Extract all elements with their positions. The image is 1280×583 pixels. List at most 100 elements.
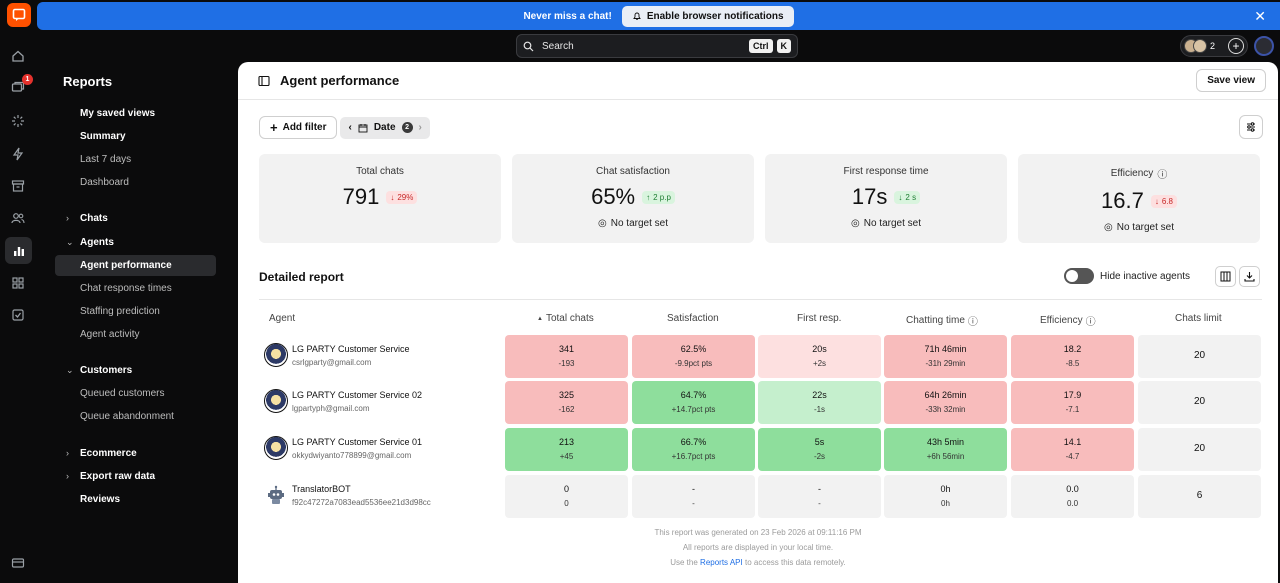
table-row[interactable]: LG PARTY Customer Service csrlgparty@gmai… bbox=[264, 343, 410, 367]
chats-icon[interactable]: 1 bbox=[9, 74, 33, 97]
sidebar-item-queue-abandonment[interactable]: Queue abandonment bbox=[80, 411, 174, 422]
cell-satisfaction: 64.7% +14.7pct pts bbox=[632, 381, 755, 424]
column-header-chatting-time[interactable]: Chatting time ⓘ bbox=[906, 315, 978, 328]
agent-email: csrlgparty@gmail.com bbox=[292, 357, 372, 367]
sidebar-item-staffing-prediction[interactable]: Staffing prediction bbox=[80, 306, 160, 317]
kpi-card-chat-satisfaction[interactable]: Chat satisfaction 65% ↑ 2 p.p ◎ No target … bbox=[512, 154, 754, 243]
hide-inactive-toggle[interactable]: Hide inactive agents bbox=[1064, 268, 1190, 284]
sidebar-item-customers[interactable]: Customers bbox=[80, 365, 133, 376]
agent-email: lgpartyph@gmail.com bbox=[292, 403, 370, 413]
toggle-switch[interactable] bbox=[1064, 268, 1094, 284]
settings-sliders-icon[interactable] bbox=[1239, 115, 1263, 139]
column-header-total-chats[interactable]: ▲ Total chats bbox=[537, 313, 594, 324]
info-icon[interactable]: ⓘ bbox=[1085, 317, 1096, 328]
close-icon[interactable]: ✕ bbox=[1254, 8, 1266, 24]
enable-notifications-button[interactable]: Enable browser notifications bbox=[621, 5, 794, 27]
table-row[interactable]: LG PARTY Customer Service 02 lgpartyph@gm… bbox=[264, 389, 422, 413]
sidebar-item-queued-customers[interactable]: Queued customers bbox=[80, 388, 165, 399]
plus-icon: + bbox=[270, 119, 278, 135]
cell-chatting-time: 71h 46min -31h 29min bbox=[884, 335, 1007, 378]
sidebar-item-agent-performance[interactable]: Agent performance bbox=[55, 255, 216, 276]
reports-sidebar: Reports My saved views Summary Last 7 da… bbox=[37, 62, 237, 583]
sidebar-item-agents[interactable]: Agents bbox=[80, 237, 114, 248]
column-header-chats-limit[interactable]: Chats limit bbox=[1175, 313, 1222, 324]
sidebar-toggle-icon[interactable] bbox=[258, 75, 270, 87]
chevron-left-icon[interactable]: ‹ bbox=[348, 122, 352, 133]
local-time-note: All reports are displayed in your local … bbox=[682, 543, 834, 552]
reports-icon[interactable] bbox=[5, 237, 32, 264]
column-header-efficiency[interactable]: Efficiency ⓘ bbox=[1040, 315, 1096, 328]
agent-email: f92c47272a7083ead5536ee21d3d98cc bbox=[292, 497, 431, 507]
search-input[interactable]: Search Ctrl K bbox=[516, 34, 798, 58]
kpi-delta: ↓ 29% bbox=[386, 190, 418, 204]
search-icon bbox=[523, 41, 534, 51]
add-icon[interactable]: + bbox=[1228, 38, 1244, 54]
date-filter[interactable]: ‹ Date 2 › bbox=[340, 116, 430, 139]
agent-name: TranslatorBOT bbox=[292, 483, 351, 494]
calendar-icon bbox=[358, 123, 368, 132]
sidebar-item-ecommerce[interactable]: Ecommerce bbox=[80, 448, 137, 459]
team-icon[interactable] bbox=[9, 209, 27, 227]
cell-satisfaction: 62.5% -9.9pct pts bbox=[632, 335, 755, 378]
sidebar-item-dashboard[interactable]: Dashboard bbox=[80, 177, 129, 188]
sort-icon: ▲ bbox=[537, 315, 543, 322]
column-header-satisfaction[interactable]: Satisfaction bbox=[667, 313, 719, 324]
sidebar-item-summary[interactable]: Summary bbox=[80, 131, 126, 142]
chevron-right-icon: › bbox=[66, 471, 69, 481]
chats-badge: 1 bbox=[22, 74, 33, 85]
save-view-button[interactable]: Save view bbox=[1196, 69, 1266, 92]
page-title: Agent performance bbox=[280, 73, 400, 88]
info-icon[interactable]: ⓘ bbox=[967, 317, 978, 328]
kpi-delta: ↓ 2 s bbox=[894, 190, 921, 204]
agent-avatar bbox=[264, 389, 288, 413]
cell-total-chats: 213 +45 bbox=[505, 428, 628, 471]
sidebar-item-chat-response-times[interactable]: Chat response times bbox=[80, 283, 172, 294]
kpi-label: Efficiency bbox=[1110, 168, 1154, 179]
online-agents[interactable]: 2 + bbox=[1180, 35, 1248, 57]
automate-icon[interactable] bbox=[9, 145, 27, 163]
archives-icon[interactable] bbox=[9, 177, 27, 195]
sidebar-item-agent-activity[interactable]: Agent activity bbox=[80, 329, 140, 340]
filter-bar: + Add filter ‹ Date 2 › bbox=[259, 116, 430, 139]
target-icon: ◎ bbox=[851, 218, 860, 229]
enable-notifications-label: Enable browser notifications bbox=[646, 10, 784, 22]
cell-chats-limit: 20 bbox=[1138, 335, 1261, 378]
app-rail: 1 bbox=[0, 0, 37, 583]
kpi-card-efficiency[interactable]: Efficiency ⓘ 16.7 ↓ 6.8 ◎ No target set bbox=[1018, 154, 1260, 243]
kpi-cards: Total chats 791 ↓ 29% Chat satisfaction 6… bbox=[259, 154, 1260, 243]
columns-icon[interactable] bbox=[1215, 266, 1236, 287]
api-note: Use the Reports API to access this data … bbox=[670, 558, 846, 567]
sidebar-item-saved-views[interactable]: My saved views bbox=[80, 108, 156, 119]
cell-first-resp: 5s -2s bbox=[758, 428, 881, 471]
kpi-value: 16.7 bbox=[1101, 188, 1144, 213]
cell-satisfaction: -- bbox=[632, 475, 755, 518]
sidebar-item-export-raw[interactable]: Export raw data bbox=[80, 471, 156, 482]
add-filter-button[interactable]: + Add filter bbox=[259, 116, 338, 139]
app-logo-icon[interactable] bbox=[7, 3, 31, 27]
home-icon[interactable] bbox=[9, 47, 27, 65]
profile-avatar[interactable] bbox=[1254, 36, 1274, 56]
chevron-right-icon[interactable]: › bbox=[418, 122, 422, 133]
info-icon[interactable]: ⓘ bbox=[1157, 170, 1168, 181]
kpi-card-first-response[interactable]: First response time 17s ↓ 2 s ◎ No target … bbox=[765, 154, 1007, 243]
sidebar-item-reviews[interactable]: Reviews bbox=[80, 494, 121, 505]
cell-efficiency: 14.1 -4.7 bbox=[1011, 428, 1134, 471]
kpi-card-total-chats[interactable]: Total chats 791 ↓ 29% bbox=[259, 154, 501, 243]
sidebar-item-chats[interactable]: Chats bbox=[80, 213, 108, 224]
sidebar-item-last7[interactable]: Last 7 days bbox=[80, 154, 132, 165]
column-header-first-resp[interactable]: First resp. bbox=[797, 313, 842, 324]
cell-chatting-time: 0h 0h bbox=[884, 475, 1007, 518]
kbd-k: K bbox=[776, 39, 791, 53]
kbd-ctrl: Ctrl bbox=[749, 39, 773, 53]
engage-icon[interactable] bbox=[9, 112, 27, 130]
avatar bbox=[1193, 39, 1207, 53]
billing-icon[interactable] bbox=[9, 554, 27, 572]
table-row[interactable]: LG PARTY Customer Service 01 okkydwiyanto… bbox=[264, 436, 422, 460]
apps-icon[interactable] bbox=[9, 274, 27, 292]
tickets-icon[interactable] bbox=[9, 306, 27, 324]
table-row[interactable]: TranslatorBOT f92c47272a7083ead5536ee21d3… bbox=[264, 483, 431, 507]
download-icon[interactable] bbox=[1239, 266, 1260, 287]
target-icon: ◎ bbox=[598, 218, 607, 229]
reports-api-link[interactable]: Reports API bbox=[700, 558, 743, 567]
kpi-label: Chat satisfaction bbox=[596, 166, 670, 177]
